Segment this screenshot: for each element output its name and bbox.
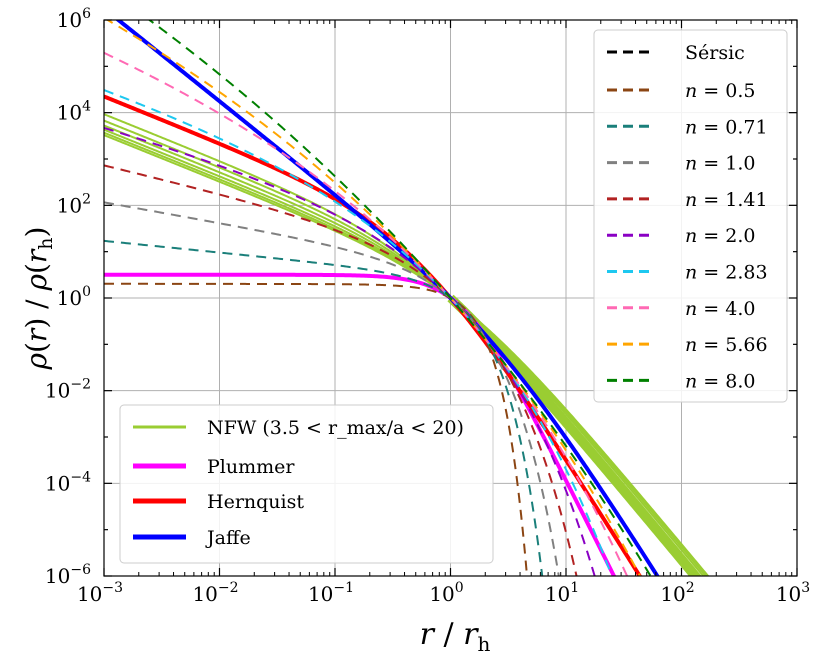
sersic-curve-n2-83	[104, 89, 613, 576]
x-tick-label: 10−2	[192, 580, 238, 606]
sersic-curve-n4	[104, 51, 629, 576]
sersic-legend-label: n = 2.83	[685, 262, 768, 284]
y-tick-label: 10−2	[45, 377, 91, 403]
sersic-legend-label: n = 4.0	[685, 298, 755, 320]
y-tick-label: 10−6	[45, 562, 91, 588]
sersic-legend-label: n = 8.0	[685, 370, 755, 392]
nfw-envelope-curve	[447, 294, 701, 576]
sersic-legend: Sérsic n = 0.5n = 0.71n = 1.0n = 1.41n =…	[593, 29, 788, 403]
x-tick-label: 103	[776, 580, 810, 606]
hernquist-curve	[104, 94, 643, 576]
sersic-curve-n0-5	[104, 282, 529, 576]
nfw-legend-label: NFW (3.5 < r_max/a < 20)	[207, 417, 464, 439]
y-tick-labels: 10−6 10−4 10−2 100 102 104 106	[45, 6, 91, 588]
y-tick-label: 100	[57, 284, 91, 310]
sersic-legend-entries: n = 0.5 n = 0.71 n = 1.0 n = 1.41 n = 2.0 n =…	[607, 80, 768, 392]
x-tick-label: 102	[660, 580, 694, 606]
sersic-legend-label: n = 1.41	[685, 189, 768, 211]
model-legend-box	[119, 404, 494, 564]
x-tick-label: 10−1	[308, 580, 354, 606]
jaffe-legend-label: Jaffe	[205, 527, 251, 549]
y-tick-label: 106	[57, 6, 91, 32]
curves	[104, 20, 710, 576]
hernquist-legend-label: Hernquist	[207, 491, 304, 513]
y-tick-label: 104	[57, 99, 91, 125]
sersic-legend-label: n = 0.5	[685, 80, 755, 102]
sersic-curve-n5-66	[105, 20, 642, 576]
model-legend: NFW (3.5 < r_max/a < 20) Plummer Hernqui…	[119, 404, 494, 564]
sersic-legend-title: Sérsic	[685, 42, 745, 64]
plummer-legend-label: Plummer	[207, 456, 295, 478]
x-tick-label: 100	[429, 580, 463, 606]
plot-frame	[103, 19, 798, 577]
x-axis-label: r / rh	[420, 617, 491, 656]
sersic-curve-n8	[147, 20, 652, 576]
sersic-curve-n2	[104, 126, 596, 576]
y-axis-label: ρ(r) / ρ(rh)	[20, 227, 57, 371]
x-tick-label: 10−3	[77, 580, 123, 606]
x-tick-label: 101	[545, 580, 579, 606]
sersic-legend-label: n = 0.71	[685, 116, 768, 138]
y-tick-label: 102	[57, 191, 91, 217]
sersic-legend-label: n = 5.66	[685, 334, 768, 356]
sersic-curve-n0-71	[104, 239, 544, 576]
x-tick-labels: 10−3 10−2 10−1 100 101 102 103	[77, 580, 810, 606]
y-tick-label: 10−4	[45, 469, 91, 495]
sersic-legend-label: n = 1.0	[685, 153, 755, 175]
sersic-legend-label: n = 2.0	[685, 225, 755, 247]
